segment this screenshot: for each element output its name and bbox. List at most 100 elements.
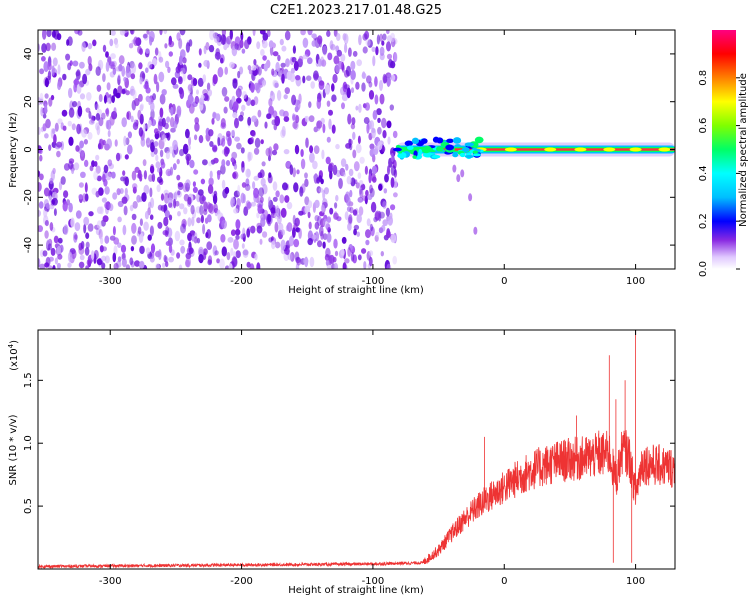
- heatmap-cell: [335, 194, 339, 202]
- heatmap-cell: [371, 46, 376, 53]
- heatmap-cell: [185, 128, 190, 139]
- heatmap-cell: [242, 227, 246, 238]
- heatmap-cell: [261, 40, 268, 49]
- heatmap-cell: [186, 155, 190, 166]
- heatmap-cell: [346, 87, 351, 99]
- heatmap-y-label: Frequency (Hz): [8, 112, 19, 188]
- heatmap-cell: [225, 160, 231, 167]
- heatmap-cell: [67, 62, 72, 71]
- heatmap-cell: [133, 36, 139, 47]
- band-blob: [436, 137, 444, 144]
- heatmap-cell: [221, 179, 226, 190]
- heatmap-cell: [283, 94, 288, 100]
- heatmap-cell: [368, 250, 374, 257]
- heatmap-cell: [95, 165, 101, 174]
- heatmap-cell: [381, 146, 386, 152]
- heatmap-cell: [62, 125, 67, 131]
- heatmap-cell: [289, 164, 294, 175]
- heatmap-cell: [128, 43, 134, 49]
- heatmap-cell: [381, 40, 385, 46]
- heatmap-cell: [302, 37, 309, 48]
- heatmap-cell: [271, 240, 276, 250]
- heatmap-cell: [346, 206, 352, 212]
- heatmap-cell: [168, 201, 173, 208]
- heatmap-cell: [216, 258, 221, 264]
- heatmap-cell: [313, 73, 319, 79]
- heatmap-cell: [322, 123, 326, 134]
- heatmap-cell: [285, 225, 289, 232]
- heatmap-cell: [191, 216, 195, 227]
- heatmap-cell: [274, 221, 279, 233]
- heatmap-cell: [107, 97, 111, 104]
- heatmap-cell: [208, 177, 214, 186]
- heatmap-cell: [327, 52, 333, 61]
- heatmap-cell: [78, 182, 84, 188]
- heatmap-cell: [140, 137, 146, 147]
- heatmap-cell: [88, 111, 92, 119]
- heatmap-cell: [256, 41, 261, 50]
- heatmap-cell: [49, 222, 54, 231]
- heatmap-cell: [325, 156, 331, 165]
- heatmap-cell: [78, 194, 83, 201]
- heatmap-cell: [179, 30, 186, 36]
- heatmap-cell: [160, 205, 167, 212]
- heatmap-cell: [144, 211, 149, 220]
- heatmap-cell: [121, 196, 128, 204]
- heatmap-cell: [349, 189, 353, 198]
- heatmap-cell: [68, 107, 75, 118]
- heatmap-cell: [376, 34, 380, 45]
- heatmap-cell: [231, 129, 236, 137]
- heatmap-cell: [374, 94, 379, 105]
- heatmap-cell: [68, 87, 73, 99]
- band-blob: [411, 137, 420, 145]
- heatmap-cell: [355, 182, 360, 189]
- heatmap-cell: [198, 246, 204, 257]
- heatmap-cell: [230, 196, 235, 204]
- heatmap-cell: [198, 254, 204, 264]
- heatmap-cell: [179, 67, 186, 75]
- x-tick-label: -300: [99, 276, 122, 287]
- heatmap-cell: [257, 204, 263, 215]
- heatmap-cell: [261, 79, 266, 87]
- heatmap-cell: [155, 161, 161, 169]
- heatmap-cell: [188, 39, 193, 47]
- heatmap-cell: [96, 84, 102, 92]
- heatmap-cell: [284, 195, 290, 203]
- heatmap-cell: [377, 126, 382, 135]
- heatmap-cell: [212, 245, 218, 257]
- heatmap-cell: [350, 69, 356, 81]
- heatmap-cell: [251, 115, 257, 123]
- heatmap-cell: [244, 39, 250, 50]
- heatmap-cell: [182, 72, 186, 82]
- heatmap-cell: [172, 120, 178, 129]
- heatmap-cell: [359, 156, 365, 164]
- heatmap-cell: [275, 61, 280, 72]
- heatmap-cell: [96, 206, 103, 214]
- heatmap-cell: [208, 161, 212, 167]
- heatmap-cell: [298, 55, 304, 63]
- band-peak: [629, 147, 642, 152]
- snr-frame: [37, 329, 676, 570]
- heatmap-cell: [304, 172, 308, 179]
- heatmap-cell: [88, 211, 94, 217]
- heatmap-cell: [322, 233, 328, 241]
- heatmap-cell: [197, 77, 204, 87]
- heatmap-x-label: Height of straight line (km): [288, 285, 424, 296]
- heatmap-cell: [212, 146, 218, 153]
- heatmap-cell: [178, 38, 183, 49]
- heatmap-cell: [268, 40, 274, 49]
- heatmap-cell: [387, 136, 391, 145]
- band-blob: [445, 144, 455, 151]
- heatmap-cell: [247, 116, 252, 126]
- band-blob: [464, 154, 474, 159]
- heatmap-cell: [71, 123, 76, 131]
- heatmap-cell: [292, 114, 299, 121]
- heatmap-cell: [105, 61, 110, 72]
- heatmap-cell: [143, 170, 147, 180]
- heatmap-cell: [47, 70, 52, 81]
- heatmap-cell: [141, 192, 147, 203]
- heatmap-cell: [342, 262, 347, 269]
- heatmap-cell: [47, 62, 52, 71]
- heatmap-cell: [268, 172, 272, 179]
- heatmap-cell: [38, 126, 41, 135]
